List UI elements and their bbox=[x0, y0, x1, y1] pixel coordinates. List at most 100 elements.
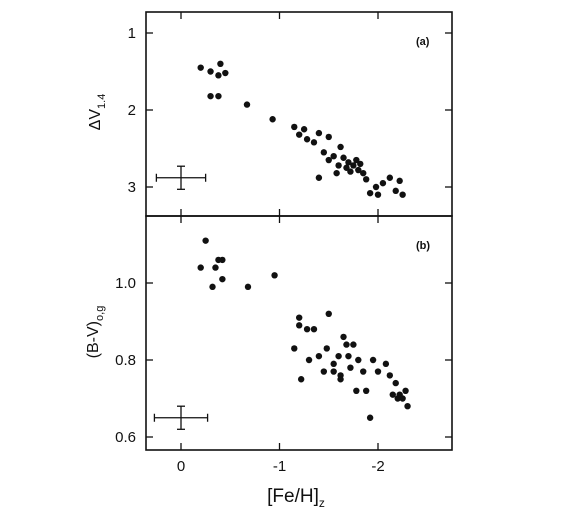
panel-a-data-point bbox=[353, 156, 360, 164]
panel-a-ylabel-main: ΔV bbox=[87, 109, 104, 131]
panel-b-ytick-label: 0.6 bbox=[115, 429, 136, 446]
panel-a-data-point bbox=[291, 123, 298, 131]
panel-b-data-point bbox=[374, 368, 382, 375]
panel-b-data-point bbox=[343, 341, 350, 348]
panel-a-data-point bbox=[362, 176, 370, 183]
panel-b-data-point bbox=[330, 368, 337, 375]
panel-b-data-point bbox=[297, 376, 305, 383]
panel-a-data-point bbox=[360, 169, 367, 177]
x-tick-label: -1 bbox=[273, 458, 286, 475]
panel-b-data-point bbox=[386, 372, 394, 379]
panel-b-frame bbox=[145, 215, 453, 451]
panel-a-data-point bbox=[396, 177, 403, 185]
panel-a-data-point bbox=[300, 126, 308, 133]
panel-b-data-point bbox=[399, 395, 406, 402]
panel-b-data-point bbox=[296, 322, 303, 329]
panel-b-ylabel-main: (B-V) bbox=[85, 321, 102, 358]
panel-a-ylabel-sub: 1.4 bbox=[96, 94, 108, 109]
panel-b-data-point bbox=[345, 352, 352, 360]
panel-b-data-point bbox=[340, 333, 347, 341]
panel-b-ytick-label: 0.8 bbox=[115, 352, 136, 369]
panel-a-data-point bbox=[215, 72, 222, 79]
panel-a-data-point bbox=[243, 101, 251, 108]
panel-b-data-point bbox=[320, 368, 328, 375]
panel-a-plot: 1 2 3 bbox=[128, 12, 452, 216]
panel-a-data-point bbox=[392, 187, 399, 195]
panel-b-data-point bbox=[303, 326, 311, 333]
panel-a-label: (a) bbox=[416, 36, 430, 48]
panel-b-data-point bbox=[353, 387, 360, 394]
panel-b-data-point bbox=[402, 387, 409, 394]
panel-b-error-bar bbox=[153, 405, 209, 430]
panel-a-data-point bbox=[379, 179, 387, 187]
x-axis-label-main: [Fe/H] bbox=[267, 486, 319, 507]
panel-a-data-point bbox=[345, 159, 352, 166]
panel-a-ytick-label: 3 bbox=[128, 179, 136, 196]
panel-a-data-point bbox=[207, 68, 214, 75]
panel-b-label: (b) bbox=[416, 240, 430, 252]
panel-a-data-point bbox=[347, 168, 354, 175]
x-axis-label: [Fe/H]z bbox=[267, 486, 325, 510]
panel-b-data-point bbox=[382, 360, 390, 368]
panel-a-data-point bbox=[335, 162, 342, 169]
panel-b-data-point bbox=[337, 376, 344, 383]
panel-b-data-point bbox=[219, 275, 226, 283]
panel-b-data-point bbox=[335, 352, 342, 360]
panel-a-data-point bbox=[372, 183, 380, 191]
panel-b-data-point bbox=[362, 387, 370, 394]
panel-a-frame bbox=[145, 11, 453, 217]
panel-b-data-point bbox=[305, 356, 313, 364]
panel-b-data-point bbox=[325, 310, 332, 317]
panel-a-data-point bbox=[337, 143, 344, 151]
panel-b-data-point bbox=[212, 264, 219, 271]
panel-b-data-point bbox=[271, 272, 278, 279]
panel-b-data-point bbox=[209, 283, 216, 291]
panel-a-data-point bbox=[207, 92, 214, 100]
panel-a-data-point bbox=[215, 92, 222, 100]
panel-a-data-point bbox=[343, 164, 350, 171]
panel-a-data-point bbox=[374, 191, 382, 198]
panel-a-data-point bbox=[333, 169, 340, 177]
panel-b-plot: 0.6 0.8 1.0 0 -1 -2 bbox=[115, 216, 452, 475]
panel-b-data-point bbox=[347, 364, 354, 371]
x-tick-label: -2 bbox=[371, 458, 384, 475]
panel-a-data-point bbox=[296, 131, 303, 138]
panel-b-data-point bbox=[350, 341, 357, 348]
panel-b-data-point bbox=[244, 283, 252, 291]
panel-a-data-point bbox=[315, 174, 323, 181]
panel-b-data-point bbox=[355, 356, 362, 364]
panel-b-data-point bbox=[392, 379, 399, 387]
panel-b-data-point bbox=[404, 403, 411, 410]
panel-a-data-point bbox=[386, 174, 394, 181]
panel-b-data-point bbox=[366, 414, 374, 421]
panel-a-data-point bbox=[340, 154, 347, 161]
panel-a-data-point bbox=[222, 69, 229, 77]
panel-b-data-point bbox=[323, 345, 330, 352]
panel-b-ytick-label: 1.0 bbox=[115, 275, 136, 292]
panel-a-data-point bbox=[325, 156, 332, 164]
panel-b-data-point bbox=[330, 360, 337, 368]
panel-b-data-point bbox=[291, 345, 298, 352]
panel-b-data-point bbox=[369, 356, 377, 364]
panel-a-ytick-label: 2 bbox=[128, 102, 136, 119]
panel-a-data-point bbox=[269, 116, 276, 123]
panel-a-data-point bbox=[330, 153, 337, 160]
panel-a-error-bar bbox=[155, 165, 207, 190]
panel-a-data-point bbox=[310, 139, 318, 146]
panel-b-data-point bbox=[296, 314, 303, 321]
panel-a-data-point bbox=[366, 189, 374, 197]
panel-a-data-point bbox=[325, 133, 332, 141]
panel-a-ytick-label: 1 bbox=[128, 25, 136, 42]
panel-b-data-point bbox=[310, 326, 318, 333]
panel-a-data-point bbox=[217, 60, 224, 67]
panel-b-ylabel: (B-V)o,g bbox=[85, 306, 106, 359]
panel-a-data-point bbox=[350, 162, 357, 169]
panel-a-data-point bbox=[315, 129, 323, 137]
panel-b-data-point bbox=[389, 391, 396, 398]
panel-b-data-point bbox=[360, 368, 367, 375]
panel-a-data-point bbox=[357, 160, 364, 168]
panel-b-data-point bbox=[219, 256, 226, 264]
panel-a-ylabel: ΔV1.4 bbox=[87, 94, 108, 131]
panel-a-data-point bbox=[197, 64, 204, 71]
